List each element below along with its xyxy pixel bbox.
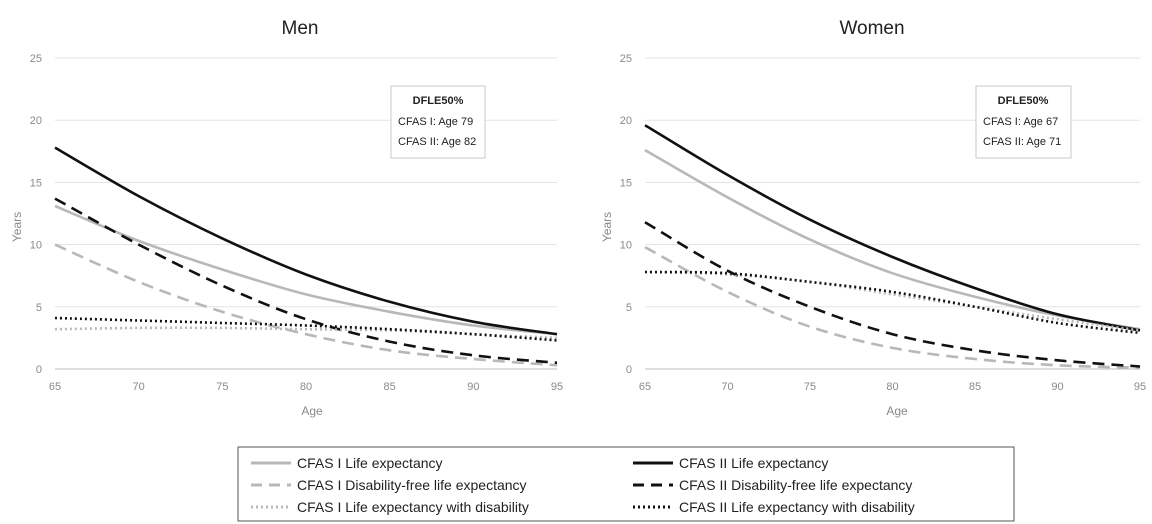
women-y-axis-label: Years <box>600 212 614 242</box>
series-line <box>54 146 558 336</box>
legend-label: CFAS II Life expectancy <box>679 455 828 471</box>
women-annotation-line-1: CFAS I: Age 67 <box>983 116 1058 128</box>
x-tick-label: 75 <box>216 381 228 393</box>
legend-label: CFAS II Disability-free life expectancy <box>679 477 912 493</box>
series-line <box>54 197 558 365</box>
y-tick-label: 15 <box>30 177 42 189</box>
x-tick-label: 65 <box>49 381 61 393</box>
series-line <box>54 316 558 342</box>
women-gridlines <box>645 57 1140 370</box>
women-annotation-box <box>975 85 1072 159</box>
y-tick-label: 0 <box>36 364 42 376</box>
x-tick-label: 95 <box>1134 381 1146 393</box>
series-line <box>644 148 1141 331</box>
y-tick-label: 5 <box>36 302 42 314</box>
women-chart-title: Women <box>839 18 904 39</box>
y-tick-label: 0 <box>626 364 632 376</box>
men-chart-title: Men <box>282 18 319 39</box>
women-dfle-annotation: DFLE50% CFAS I: Age 67 CFAS II: Age 71 <box>975 85 1072 159</box>
women-series-lines <box>644 124 1141 370</box>
x-tick-label: 80 <box>300 381 312 393</box>
series-line <box>54 326 558 340</box>
men-annotation-line-1: CFAS I: Age 79 <box>398 116 473 128</box>
men-annotation-line-2: CFAS II: Age 82 <box>398 136 476 148</box>
legend-label: CFAS II Life expectancy with disability <box>679 499 915 515</box>
men-annotation-box <box>390 85 486 159</box>
chart-legend: CFAS I Life expectancy CFAS II Life expec… <box>237 446 1015 522</box>
series-line <box>644 270 1141 335</box>
y-tick-label: 10 <box>30 240 42 252</box>
y-tick-label: 20 <box>30 115 42 127</box>
women-chart-panel: Women Age Years 0 5 10 15 20 25 65 70 75 80 85 90 95… <box>600 18 1146 418</box>
y-tick-label: 25 <box>30 53 42 65</box>
x-tick-label: 85 <box>969 381 981 393</box>
x-tick-label: 70 <box>133 381 145 393</box>
y-tick-label: 20 <box>620 115 632 127</box>
women-tick-labels: 0 5 10 15 20 25 65 70 75 80 85 90 95 <box>620 53 1146 393</box>
x-tick-label: 70 <box>721 381 733 393</box>
series-line <box>644 124 1141 332</box>
men-chart-panel: Men Age Years 0 5 10 15 20 25 65 70 75 80 85 90 95 D… <box>10 18 563 418</box>
women-annotation-title: DFLE50% <box>998 95 1049 107</box>
legend-label: CFAS I Life expectancy with disability <box>297 499 529 515</box>
x-tick-label: 90 <box>467 381 479 393</box>
x-tick-label: 75 <box>804 381 816 393</box>
x-tick-label: 90 <box>1051 381 1063 393</box>
series-line <box>644 245 1141 370</box>
x-tick-label: 85 <box>384 381 396 393</box>
men-y-axis-label: Years <box>10 212 24 242</box>
men-dfle-annotation: DFLE50% CFAS I: Age 79 CFAS II: Age 82 <box>390 85 486 159</box>
legend-label: CFAS I Life expectancy <box>297 455 443 471</box>
series-line <box>54 243 558 367</box>
y-tick-label: 10 <box>620 240 632 252</box>
legend-label: CFAS I Disability-free life expectancy <box>297 477 527 493</box>
legend-box <box>237 446 1015 522</box>
men-annotation-title: DFLE50% <box>413 95 464 107</box>
women-x-axis-label: Age <box>886 404 908 418</box>
x-tick-label: 80 <box>886 381 898 393</box>
series-line <box>644 221 1141 368</box>
x-tick-label: 65 <box>639 381 651 393</box>
men-series-lines <box>54 146 558 367</box>
y-tick-label: 25 <box>620 53 632 65</box>
series-line <box>644 270 1141 332</box>
series-line <box>54 204 558 336</box>
men-x-axis-label: Age <box>301 404 323 418</box>
men-tick-labels: 0 5 10 15 20 25 65 70 75 80 85 90 95 <box>30 53 563 393</box>
women-annotation-line-2: CFAS II: Age 71 <box>983 136 1061 148</box>
x-tick-label: 95 <box>551 381 563 393</box>
y-tick-label: 5 <box>626 302 632 314</box>
y-tick-label: 15 <box>620 177 632 189</box>
